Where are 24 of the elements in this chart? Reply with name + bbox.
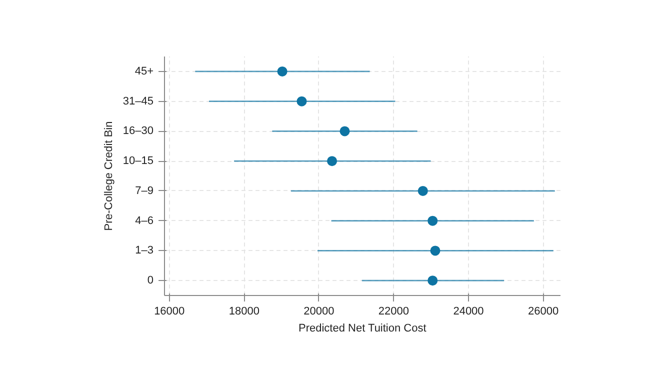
y-tick-label: 45+ <box>134 65 154 78</box>
x-tick-label: 16000 <box>154 306 185 318</box>
y-tick-label: 0 <box>147 274 154 287</box>
y-tick-label: 7–9 <box>135 184 154 197</box>
x-tick-label: 20000 <box>304 306 334 318</box>
point <box>428 276 438 286</box>
point <box>277 66 288 76</box>
y-tick-label: 16–30 <box>122 125 154 138</box>
y-tick-label: 31–45 <box>122 95 154 108</box>
y-tick-label: 4–6 <box>135 214 154 227</box>
x-tick-label: 26000 <box>528 306 559 318</box>
y-axis-title: Pre-College Credit Bin <box>102 121 115 231</box>
point <box>428 216 438 226</box>
x-axis-title: Predicted Net Tuition Cost <box>298 322 426 334</box>
x-tick-label: 18000 <box>228 306 260 318</box>
point <box>340 126 350 136</box>
y-tick-label: 10–15 <box>122 155 154 168</box>
point <box>327 156 338 166</box>
y-tick-label: 1–3 <box>135 244 154 257</box>
point <box>296 96 307 106</box>
x-tick-label: 22000 <box>378 306 410 318</box>
point <box>430 246 440 256</box>
point <box>418 186 428 196</box>
x-tick-label: 24000 <box>453 306 484 318</box>
